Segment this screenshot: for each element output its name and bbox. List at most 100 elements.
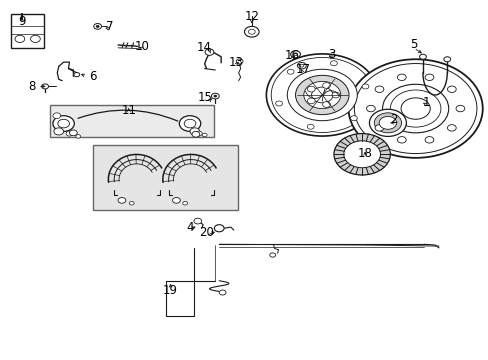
Circle shape [204,49,213,55]
Circle shape [424,136,433,143]
Circle shape [361,84,368,89]
Text: 19: 19 [163,284,178,297]
Circle shape [382,84,448,133]
Circle shape [179,116,201,131]
Circle shape [307,86,315,92]
Circle shape [96,25,99,27]
Circle shape [286,69,293,74]
Text: 17: 17 [295,63,310,76]
Bar [50,105,214,137]
Circle shape [330,61,337,66]
Circle shape [400,98,429,119]
Circle shape [306,124,313,129]
Text: 5: 5 [409,39,417,51]
Circle shape [41,84,48,89]
Circle shape [378,116,396,129]
Circle shape [15,35,25,42]
Text: 9: 9 [18,14,25,27]
Circle shape [195,131,202,136]
Circle shape [366,105,374,112]
Circle shape [287,69,357,121]
Text: 4: 4 [186,221,193,234]
Circle shape [172,198,180,203]
Bar [165,281,194,316]
Circle shape [202,133,206,137]
Circle shape [322,82,330,88]
Circle shape [269,253,275,257]
Circle shape [331,92,339,98]
Bar [11,14,44,48]
Circle shape [69,130,77,136]
Text: 11: 11 [121,104,136,117]
Text: 3: 3 [327,49,335,62]
Circle shape [343,141,380,168]
Circle shape [118,198,125,203]
Circle shape [58,119,69,128]
Circle shape [303,81,340,109]
Circle shape [322,102,330,107]
Circle shape [53,116,74,131]
Circle shape [30,35,40,42]
Circle shape [211,93,219,99]
Text: 13: 13 [228,56,243,69]
Circle shape [129,202,134,205]
Circle shape [455,105,464,112]
Circle shape [333,134,389,175]
Circle shape [373,113,401,133]
Text: 18: 18 [357,147,372,160]
Circle shape [66,131,73,136]
Circle shape [53,113,61,118]
Circle shape [76,135,81,138]
Text: 8: 8 [28,80,36,93]
Text: 1: 1 [422,96,430,109]
Circle shape [354,64,476,154]
Bar [93,145,237,210]
Circle shape [244,26,259,37]
Circle shape [213,95,216,97]
Circle shape [369,109,406,136]
Circle shape [219,290,225,295]
Circle shape [443,57,450,62]
Text: 10: 10 [135,40,149,53]
Circle shape [94,23,102,29]
Circle shape [419,54,426,59]
Circle shape [192,131,200,137]
Circle shape [307,98,315,104]
Circle shape [184,119,196,128]
Circle shape [348,59,482,158]
Circle shape [271,58,372,132]
Circle shape [266,54,377,136]
Circle shape [74,72,80,77]
Text: 16: 16 [284,49,299,62]
Circle shape [290,51,300,58]
Circle shape [424,74,433,81]
Circle shape [374,125,383,131]
Text: 20: 20 [199,226,214,239]
Circle shape [248,29,255,34]
Circle shape [299,64,303,67]
Text: 7: 7 [105,20,113,33]
Circle shape [311,87,332,103]
Circle shape [214,225,224,232]
Circle shape [447,125,455,131]
Circle shape [190,128,200,135]
Text: 2: 2 [390,113,397,126]
Text: 12: 12 [244,10,259,23]
Circle shape [194,218,201,224]
Circle shape [183,202,187,205]
Circle shape [275,101,282,106]
Text: 14: 14 [197,41,212,54]
Circle shape [447,86,455,93]
Circle shape [54,128,63,135]
Circle shape [350,116,357,121]
Circle shape [374,86,383,93]
Circle shape [397,74,406,81]
Text: 6: 6 [89,70,96,83]
Circle shape [297,63,305,69]
Circle shape [295,75,348,114]
Circle shape [236,59,243,64]
Circle shape [397,136,406,143]
Circle shape [389,90,440,127]
Circle shape [293,53,297,56]
Text: 15: 15 [197,91,212,104]
